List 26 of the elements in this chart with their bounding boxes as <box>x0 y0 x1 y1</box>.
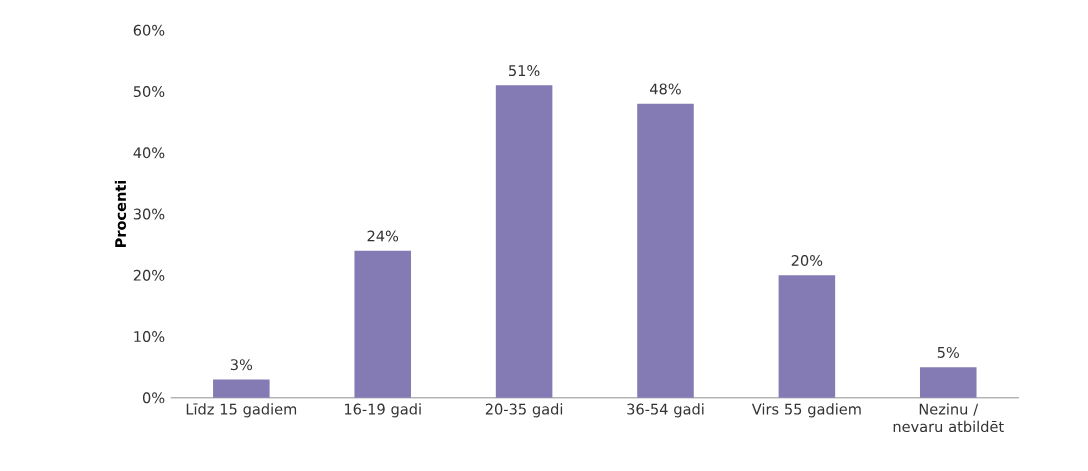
bar <box>495 85 553 398</box>
x-tick-label: Līdz 15 gadiem <box>186 403 297 418</box>
y-tick-label: 50% <box>133 86 165 98</box>
data-label: 51% <box>509 65 540 77</box>
data-label: 20% <box>791 255 823 267</box>
bar <box>637 103 694 398</box>
bar <box>778 275 836 398</box>
bar <box>919 367 977 398</box>
data-label: 3% <box>230 359 253 371</box>
x-tick-label: 16-19 gadi <box>344 403 421 418</box>
x-tick-label: 36-54 gadi <box>627 403 704 418</box>
data-label: 5% <box>937 346 960 358</box>
y-tick-label: 40% <box>133 147 165 159</box>
y-tick-label: 60% <box>133 24 165 36</box>
x-tick-label: 20-35 gadi <box>485 403 563 418</box>
y-tick-label: 10% <box>134 331 165 343</box>
y-axis-title: Procenti <box>114 180 127 248</box>
y-tick-label: 20% <box>133 269 165 281</box>
y-tick-label: 0% <box>142 392 165 404</box>
x-tick-label: Virs 55 gadiem <box>751 403 861 418</box>
bar <box>213 379 270 398</box>
y-tick-label: 30% <box>133 208 165 220</box>
data-label: 48% <box>650 83 681 95</box>
bar <box>354 250 411 398</box>
x-tick-label: Nezinu / nevaru atbildēt <box>893 403 1004 433</box>
data-label: 24% <box>367 230 399 242</box>
